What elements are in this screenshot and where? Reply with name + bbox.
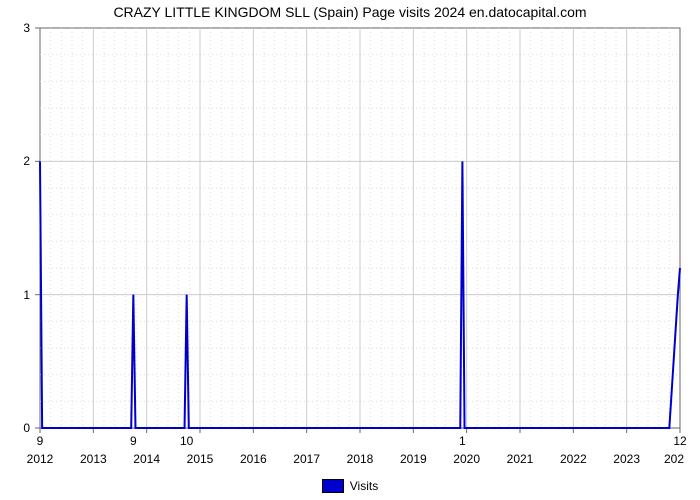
x-tick-label: 2018 (347, 452, 374, 466)
x-tick-label: 2015 (187, 452, 214, 466)
legend-label: Visits (350, 479, 378, 493)
secondary-x-label: 9 (130, 434, 137, 448)
secondary-x-label: 12 (673, 434, 686, 448)
secondary-x-label: 9 (37, 434, 44, 448)
x-tick-label: 2013 (80, 452, 107, 466)
x-tick-label: 2021 (507, 452, 534, 466)
legend-swatch (322, 479, 344, 493)
x-tick-label: 2023 (613, 452, 640, 466)
x-tick-label: 2017 (293, 452, 320, 466)
secondary-x-label: 10 (180, 434, 193, 448)
x-tick-label: 2012 (27, 452, 54, 466)
legend: Visits (0, 478, 700, 493)
y-tick-label: 2 (0, 154, 30, 168)
secondary-x-label: 1 (459, 434, 466, 448)
chart-svg (0, 0, 700, 500)
x-tick-label: 2016 (240, 452, 267, 466)
y-tick-label: 0 (0, 421, 30, 435)
x-tick-label: 202 (664, 452, 684, 466)
x-tick-label: 2014 (133, 452, 160, 466)
x-tick-label: 2022 (560, 452, 587, 466)
x-tick-label: 2020 (453, 452, 480, 466)
y-tick-label: 3 (0, 21, 30, 35)
y-tick-label: 1 (0, 288, 30, 302)
chart-container: CRAZY LITTLE KINGDOM SLL (Spain) Page vi… (0, 0, 700, 500)
x-tick-label: 2019 (400, 452, 427, 466)
